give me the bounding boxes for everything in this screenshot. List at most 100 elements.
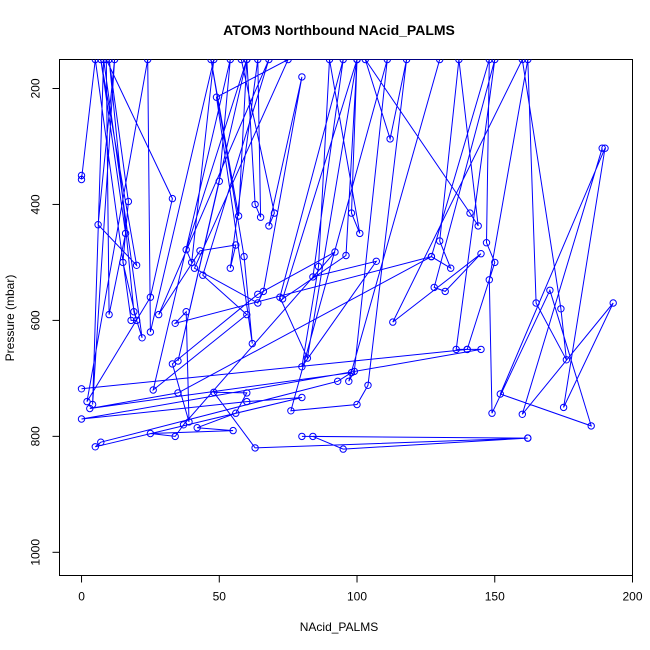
y-tick-label: 600 (29, 310, 43, 330)
data-point (185, 418, 193, 426)
data-point (97, 59, 105, 64)
data-point (226, 264, 235, 272)
x-tick-label: 50 (213, 590, 227, 604)
data-point (557, 305, 565, 313)
data-point (94, 221, 102, 229)
data-point (77, 175, 86, 184)
data-point (491, 258, 499, 267)
data-point (298, 393, 306, 402)
data-point (601, 144, 609, 152)
data-point (466, 209, 474, 217)
data-point (364, 381, 372, 389)
x-tick-label: 150 (485, 590, 505, 604)
data-point (356, 229, 364, 238)
data-point (232, 409, 240, 417)
data-point (105, 59, 113, 64)
data-point (229, 426, 237, 435)
y-axis-label: Pressure (mbar) (3, 275, 17, 362)
data-point (331, 248, 339, 256)
data-point (265, 222, 273, 230)
data-point (347, 209, 356, 217)
data-point (386, 135, 394, 143)
data-point (110, 59, 119, 64)
data-point (149, 386, 157, 394)
data-point (254, 290, 262, 298)
data-point (119, 258, 127, 267)
data-point (284, 59, 292, 64)
data-point (463, 345, 471, 354)
data-point (174, 389, 182, 397)
data-point (86, 404, 94, 413)
data-point (171, 319, 179, 327)
x-tick-label: 200 (622, 590, 642, 604)
data-point (232, 241, 240, 249)
data-point (485, 59, 493, 64)
data-point (121, 229, 130, 238)
data-point (265, 59, 273, 64)
data-point (436, 237, 444, 245)
data-point (190, 264, 199, 272)
data-point (182, 246, 190, 254)
data-point (132, 316, 141, 325)
data-point (146, 429, 155, 438)
x-axis: 0 50 100 150 200 (78, 575, 643, 604)
data-point (97, 438, 105, 446)
data-point (212, 93, 221, 101)
data-point (146, 328, 155, 336)
data-point (447, 264, 455, 272)
data-point (77, 385, 86, 393)
data-point (383, 59, 391, 64)
data-point (477, 250, 485, 258)
y-tick-label: 400 (29, 194, 43, 214)
data-point (243, 310, 251, 319)
data-point (436, 59, 444, 64)
data-point (598, 144, 606, 152)
data-point (609, 299, 617, 307)
plot-area-border (59, 59, 633, 576)
data-point (524, 59, 532, 64)
data-point (518, 59, 526, 64)
data-point (309, 432, 317, 441)
data-point (488, 409, 496, 417)
data-point (168, 194, 177, 203)
data-point (179, 421, 188, 429)
data-point (193, 424, 201, 432)
data-point (155, 310, 163, 319)
data-point (339, 59, 347, 64)
data-point (430, 283, 438, 292)
data-point (251, 200, 259, 209)
data-point (237, 59, 245, 64)
data-point (259, 287, 268, 296)
y-axis: 200 400 600 800 1000 (29, 78, 60, 566)
data-point (146, 293, 155, 301)
data-point (215, 177, 224, 186)
data-point (334, 377, 342, 385)
data-point (138, 334, 146, 342)
data-point (562, 356, 571, 364)
data-point (477, 345, 485, 354)
data-point (226, 59, 234, 64)
data-point (243, 59, 251, 64)
data-point (168, 360, 177, 368)
data-point (474, 222, 482, 230)
data-point (342, 251, 350, 260)
data-point (210, 59, 218, 64)
data-point (389, 318, 397, 326)
data-point (287, 407, 295, 415)
data-point (130, 308, 138, 316)
data-point (188, 258, 196, 267)
data-point (127, 316, 135, 325)
data-point (243, 389, 251, 397)
data-point (99, 59, 108, 64)
data-point (441, 287, 449, 296)
data-point (243, 397, 251, 406)
data-point (496, 390, 504, 398)
data-point (482, 239, 491, 247)
data-point (144, 59, 152, 64)
data-point (210, 388, 218, 396)
data-point (83, 397, 91, 406)
data-point (353, 59, 361, 64)
data-point (559, 403, 568, 412)
data-point (199, 271, 207, 279)
data-point (532, 299, 540, 307)
